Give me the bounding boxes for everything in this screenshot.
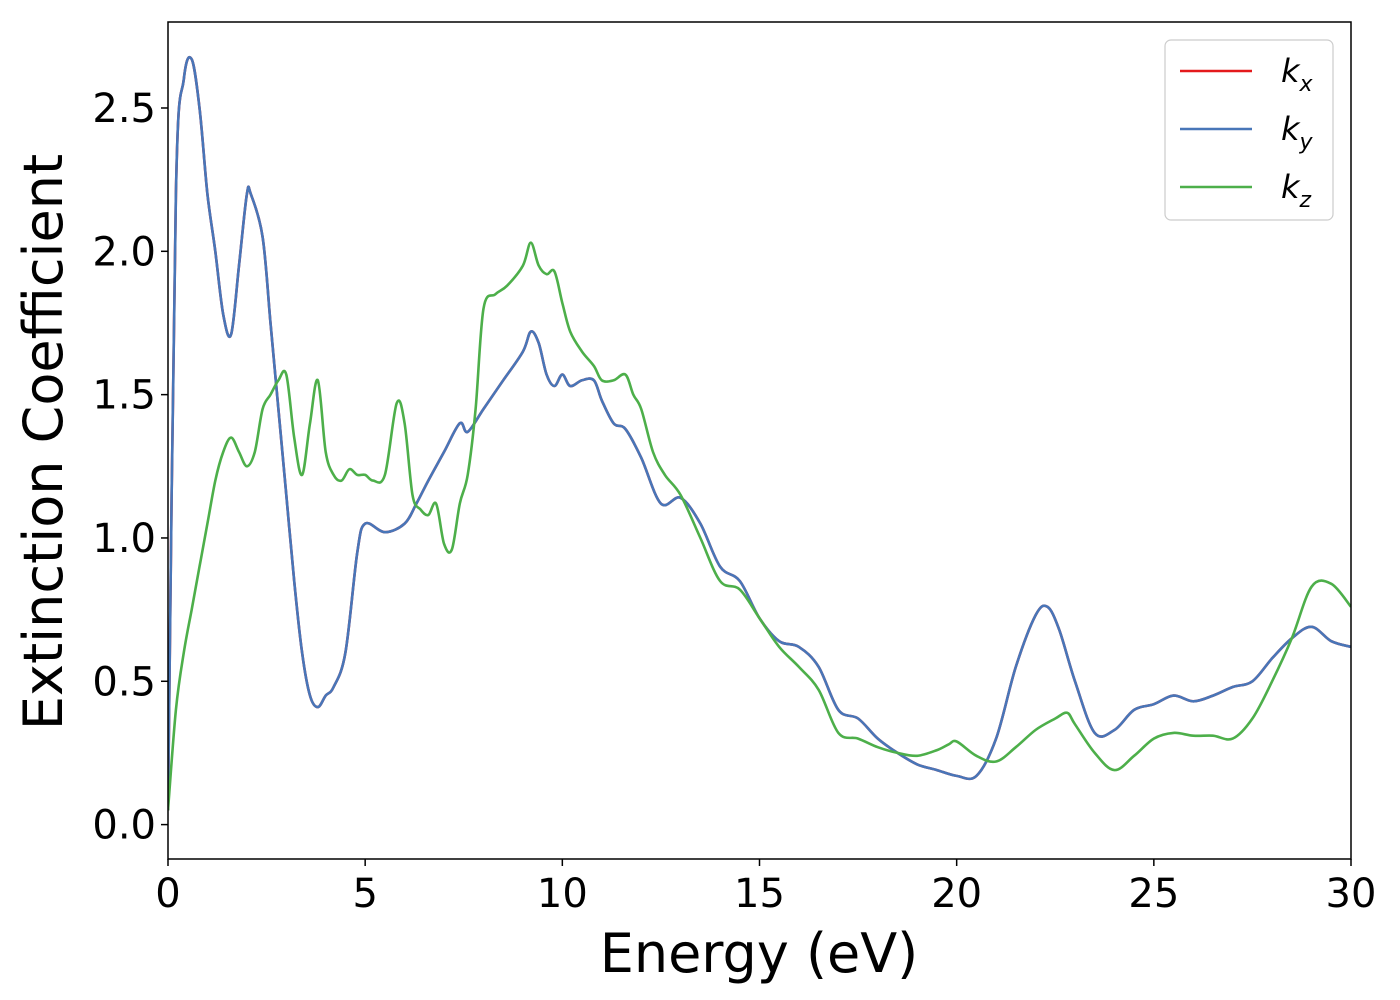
legend-label-subscript: x	[1299, 72, 1314, 97]
x-tick-label: 5	[352, 871, 377, 917]
y-tick-label: 2.5	[92, 86, 156, 132]
x-tick-label: 0	[155, 871, 180, 917]
x-tick-label: 30	[1326, 871, 1377, 917]
x-tick-label: 15	[734, 871, 785, 917]
x-tick-label: 25	[1128, 871, 1179, 917]
legend-label-z: kz	[1281, 168, 1312, 213]
x-tick-label: 20	[931, 871, 982, 917]
y-tick-label: 1.5	[92, 373, 156, 419]
series-line-z	[168, 241, 1351, 811]
series-layer	[168, 55, 1351, 811]
legend-label-subscript: y	[1299, 130, 1314, 155]
y-axis-ticks: 0.0 0.5 1.0 1.5 2.0 2.5	[92, 86, 168, 849]
legend-label-x: kx	[1281, 52, 1314, 97]
series-line-y	[168, 55, 1351, 811]
legend-label-subscript: z	[1299, 188, 1312, 213]
legend-label-y: ky	[1281, 110, 1314, 155]
y-tick-label: 0.5	[92, 659, 156, 705]
y-tick-label: 1.0	[92, 516, 156, 562]
y-tick-label: 2.0	[92, 229, 156, 275]
x-tick-label: 10	[537, 871, 588, 917]
x-axis-title: Energy (eV)	[600, 922, 919, 985]
y-tick-label: 0.0	[92, 803, 156, 849]
legend-label-base: k	[1281, 168, 1301, 206]
legend-label-base: k	[1281, 52, 1301, 90]
x-axis-ticks: 0 5 10 15 20 25 30	[155, 859, 1376, 917]
legend-label-base: k	[1281, 110, 1301, 148]
y-axis-title: Extinction Coefficient	[12, 154, 75, 730]
